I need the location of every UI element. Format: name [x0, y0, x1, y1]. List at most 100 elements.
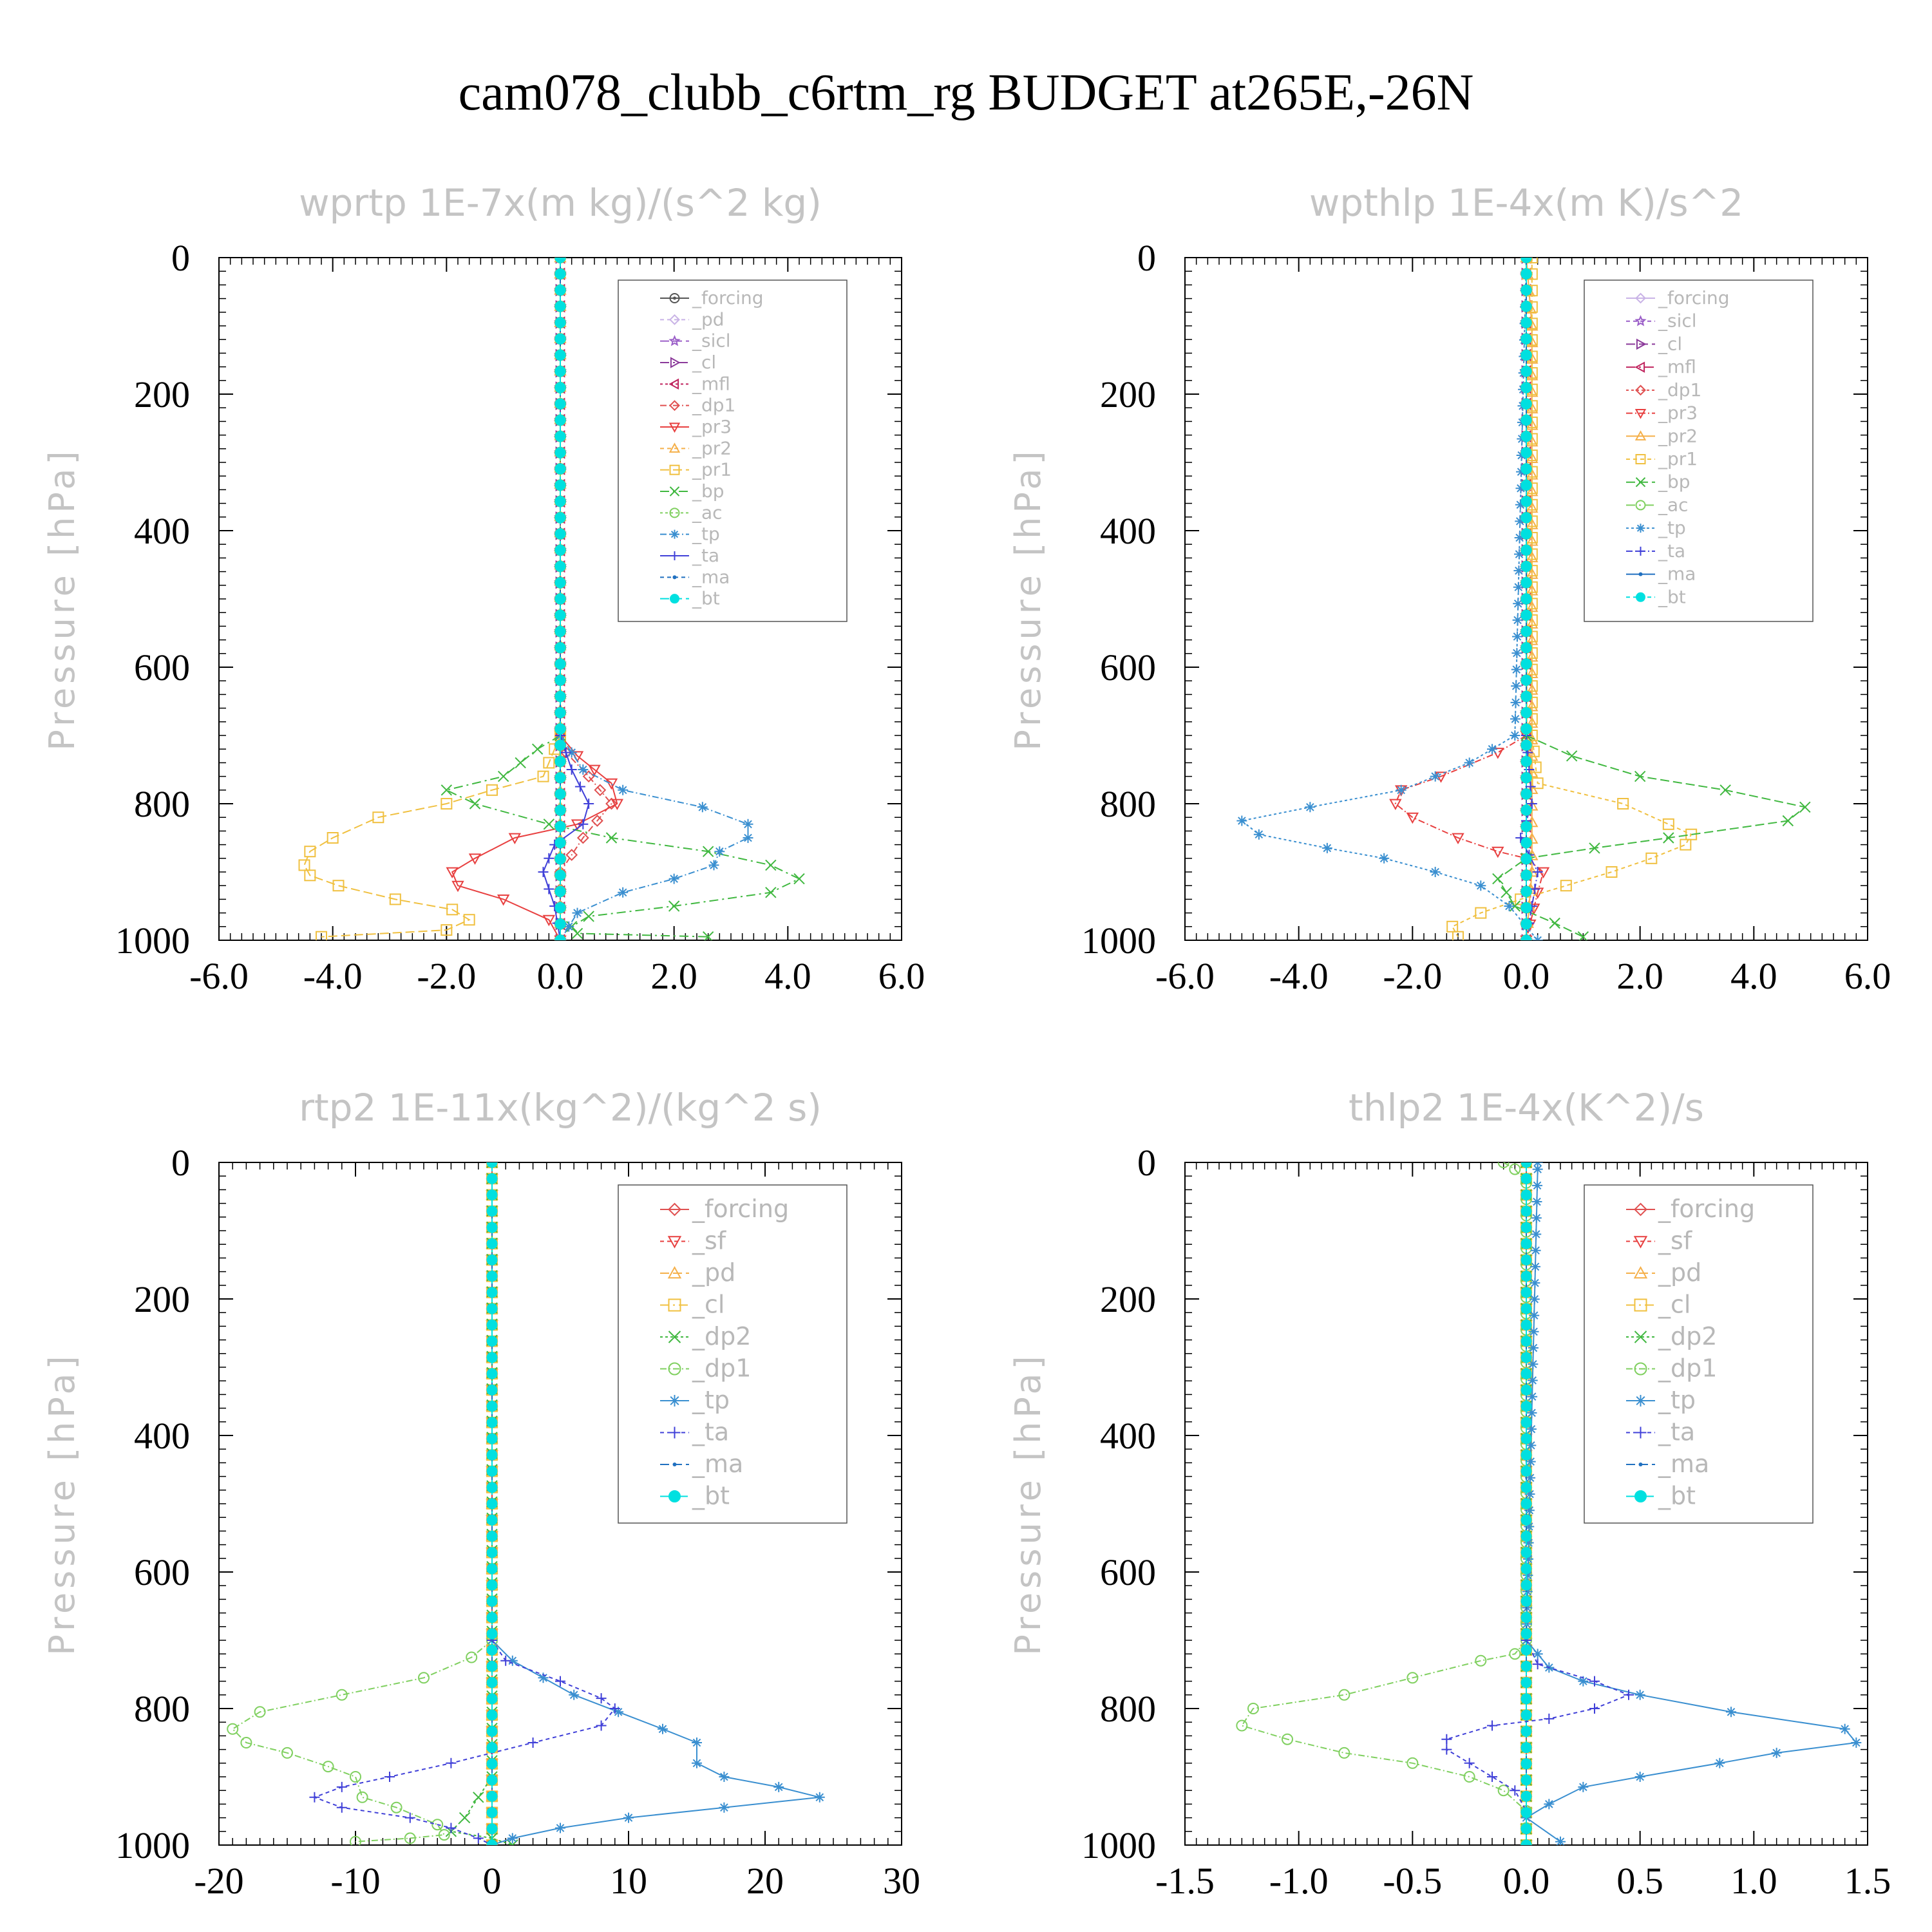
- series-point: [1515, 483, 1526, 494]
- series-point: [1526, 451, 1539, 463]
- series-point: [1663, 832, 1674, 844]
- series-point: [582, 770, 595, 783]
- legend-entry: _pr1: [692, 459, 732, 480]
- series-point: [1511, 648, 1522, 659]
- series-point: [719, 1772, 730, 1782]
- series-point: [1520, 561, 1532, 573]
- legend: _forcing_sicl_cl_mfl_dp1_pr3_pr2_pr1_bp_…: [1584, 279, 1814, 622]
- series-point: [1515, 516, 1526, 527]
- legend-marker: [1633, 1236, 1648, 1249]
- series-point: [1526, 799, 1537, 809]
- series-point: [418, 1672, 430, 1684]
- series-point: [486, 1482, 498, 1493]
- series-point: [1526, 1407, 1537, 1418]
- series-point: [1520, 1563, 1532, 1575]
- series-point: [554, 317, 566, 328]
- series-point: [1719, 784, 1731, 796]
- series-point: [316, 931, 327, 940]
- series-point: [1475, 907, 1487, 919]
- series-point: [1532, 867, 1543, 877]
- series-point: [1522, 1570, 1533, 1581]
- series-point: [605, 797, 618, 810]
- series-line: [451, 735, 618, 940]
- legend-marker: [1635, 500, 1646, 511]
- series-point: [1520, 707, 1532, 719]
- series-point: [708, 860, 719, 871]
- x-tick-label: -6.0: [1155, 955, 1215, 997]
- series-point: [1526, 650, 1539, 662]
- series-point: [1520, 1677, 1532, 1689]
- series-point: [1520, 788, 1532, 800]
- series-point: [1526, 1424, 1537, 1435]
- series-line: [1497, 735, 1807, 938]
- series-point: [1406, 1672, 1419, 1684]
- series-point: [1520, 349, 1532, 361]
- series-point: [1389, 799, 1402, 811]
- series-point: [1520, 317, 1532, 328]
- series-point: [486, 1807, 498, 1819]
- legend-entry: _pr2: [1658, 425, 1698, 446]
- series-point: [668, 900, 680, 912]
- series-point: [486, 1401, 498, 1412]
- x-tick-label: 6.0: [878, 955, 925, 997]
- series-point: [554, 593, 566, 605]
- legend-marker: [668, 1202, 681, 1217]
- series-point: [486, 1433, 498, 1444]
- series-point: [440, 784, 453, 796]
- series-point: [1520, 1547, 1532, 1558]
- series-point: [1520, 658, 1532, 670]
- series-point: [560, 747, 571, 758]
- series-point: [440, 798, 453, 810]
- series-point: [384, 1772, 395, 1782]
- series-point: [1520, 479, 1532, 491]
- legend: _forcing _sf _pd _cl _dp2 _dp1 _tp _ta _ma _bt: [1584, 1184, 1814, 1524]
- series-point: [554, 788, 566, 800]
- legend-marker: [1638, 1463, 1643, 1466]
- series-point: [814, 1792, 825, 1803]
- series-point: [486, 1677, 498, 1689]
- y-tick-label: 0: [1137, 1142, 1156, 1184]
- x-tick-label: -10: [330, 1860, 380, 1902]
- series-point: [1526, 501, 1539, 513]
- series-point: [1532, 1649, 1543, 1660]
- series-point: [1514, 532, 1525, 543]
- legend-marker: [670, 357, 681, 368]
- legend-entry: _cl: [692, 352, 716, 373]
- series-point: [446, 867, 459, 879]
- series-point: [486, 1660, 498, 1672]
- series-point: [1516, 466, 1527, 477]
- series_bt: [554, 258, 566, 940]
- series-point: [497, 895, 510, 906]
- series-point: [1520, 1287, 1532, 1298]
- series-point: [486, 1774, 498, 1786]
- series-point: [336, 1689, 348, 1701]
- series-point: [1520, 837, 1532, 849]
- legend-entry: _ac: [1658, 494, 1689, 515]
- series-point: [1520, 366, 1532, 377]
- series-point: [440, 924, 453, 936]
- series-point: [1504, 901, 1515, 911]
- series-point: [309, 1792, 320, 1803]
- series-point: [1525, 1456, 1536, 1467]
- series-point: [1527, 1391, 1538, 1402]
- series_bp: [440, 730, 805, 940]
- series-point: [1544, 1799, 1555, 1810]
- series-point: [486, 1644, 498, 1656]
- series-point: [554, 755, 566, 767]
- series-point: [1520, 1449, 1532, 1461]
- y-axis-label: Pressure [hPa]: [1008, 1352, 1048, 1655]
- series-point: [486, 1206, 498, 1217]
- y-tick-label: 1000: [1081, 1824, 1156, 1866]
- series-point: [1509, 1648, 1521, 1660]
- series-point: [459, 1812, 471, 1824]
- series-point: [486, 1449, 498, 1461]
- series-point: [446, 1757, 457, 1768]
- x-tick-label: 4.0: [1730, 955, 1777, 997]
- series-point: [1520, 398, 1532, 410]
- legend-marker: [672, 1463, 677, 1466]
- series-line: [450, 1162, 513, 1845]
- legend-entry: _ma: [692, 1450, 743, 1478]
- legend-marker: [1634, 1202, 1647, 1217]
- y-tick-label: 600: [134, 1551, 190, 1593]
- series_dp1: [1236, 1162, 1532, 1845]
